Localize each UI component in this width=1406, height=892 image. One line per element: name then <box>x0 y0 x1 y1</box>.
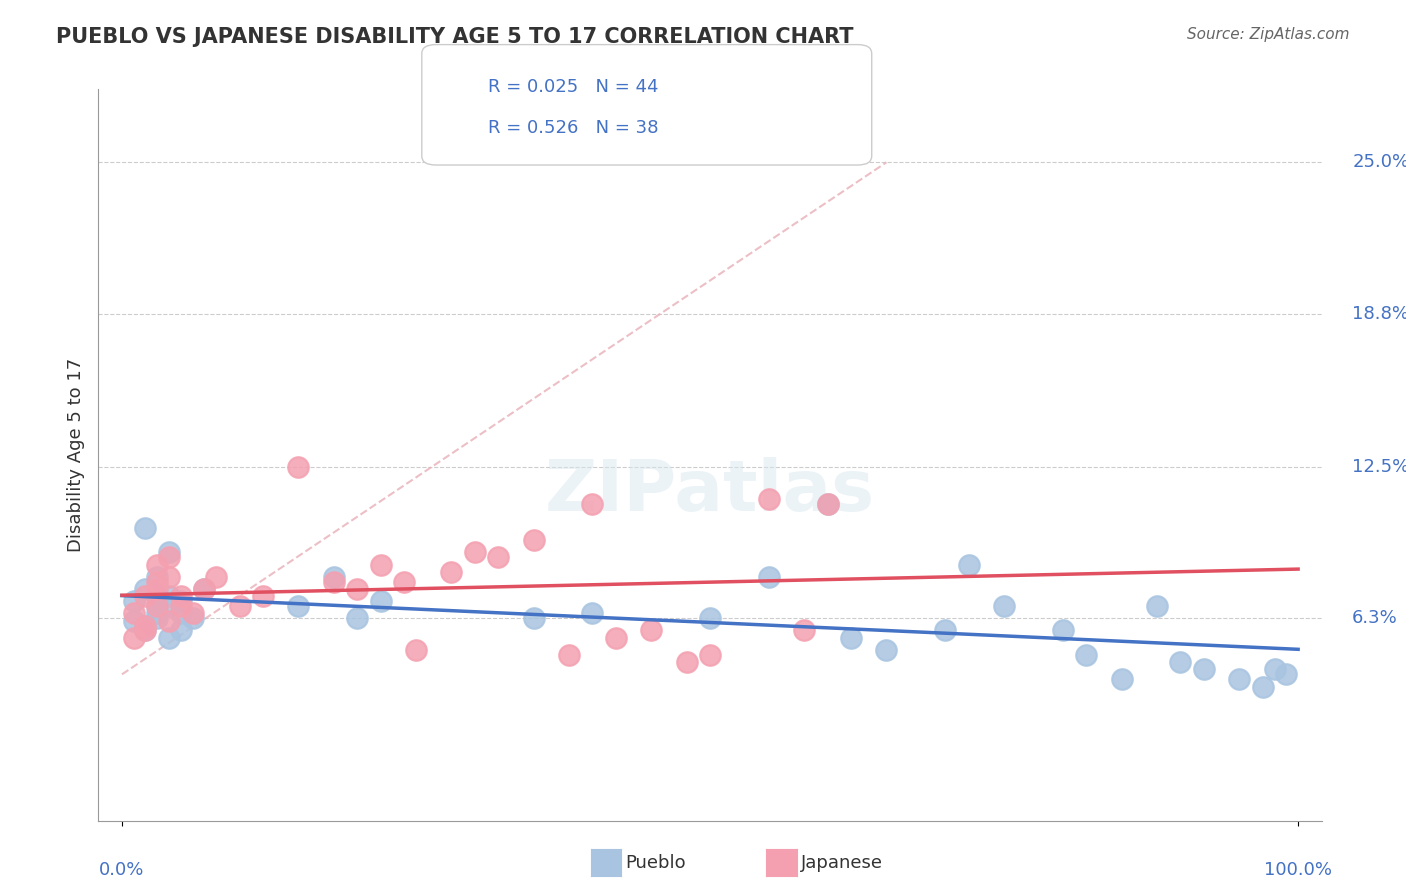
Point <box>157 614 180 628</box>
Point <box>170 590 193 604</box>
Point <box>1275 667 1298 681</box>
Point <box>146 607 169 621</box>
Point <box>558 648 581 662</box>
Point <box>146 599 169 613</box>
Point <box>170 594 193 608</box>
Point <box>1076 648 1098 662</box>
Text: Pueblo: Pueblo <box>626 854 686 871</box>
Point <box>675 655 697 669</box>
Point <box>699 611 721 625</box>
Point <box>839 631 862 645</box>
Point <box>205 570 228 584</box>
Point <box>322 574 344 589</box>
Point <box>346 582 368 596</box>
Point <box>640 624 662 638</box>
Point <box>370 594 392 608</box>
Point <box>875 643 897 657</box>
Point <box>193 582 215 596</box>
Point <box>993 599 1015 613</box>
Point <box>1264 663 1286 677</box>
Point <box>170 624 193 638</box>
Text: 12.5%: 12.5% <box>1353 458 1406 476</box>
Point <box>157 631 180 645</box>
Text: Japanese: Japanese <box>801 854 883 871</box>
Point <box>1227 672 1250 686</box>
Point <box>758 570 780 584</box>
Point <box>346 611 368 625</box>
Point <box>228 599 250 613</box>
Point <box>440 565 463 579</box>
Point <box>122 607 145 621</box>
Point <box>170 599 193 613</box>
Point <box>758 491 780 506</box>
Point <box>146 558 169 572</box>
Text: Source: ZipAtlas.com: Source: ZipAtlas.com <box>1187 27 1350 42</box>
Text: 100.0%: 100.0% <box>1264 861 1331 879</box>
Point <box>523 533 546 548</box>
Point <box>605 631 627 645</box>
Point <box>793 624 815 638</box>
Point <box>1052 624 1074 638</box>
Point <box>122 594 145 608</box>
Point <box>957 558 980 572</box>
Point <box>322 570 344 584</box>
Point <box>146 590 169 604</box>
Point <box>1146 599 1168 613</box>
Point <box>134 582 156 596</box>
Text: R = 0.526   N = 38: R = 0.526 N = 38 <box>488 119 658 136</box>
Point <box>1111 672 1133 686</box>
Text: R = 0.025   N = 44: R = 0.025 N = 44 <box>488 78 658 96</box>
Point <box>157 550 180 565</box>
Point <box>134 618 156 632</box>
Point <box>405 643 427 657</box>
Point <box>122 631 145 645</box>
Point <box>464 545 486 559</box>
Point <box>287 460 309 475</box>
Point <box>817 497 839 511</box>
Point <box>181 611 204 625</box>
Point <box>1251 680 1274 694</box>
Point <box>193 582 215 596</box>
Point <box>486 550 509 565</box>
Point <box>699 648 721 662</box>
Point <box>370 558 392 572</box>
Point <box>157 545 180 559</box>
Y-axis label: Disability Age 5 to 17: Disability Age 5 to 17 <box>66 358 84 552</box>
Point <box>581 607 603 621</box>
Text: PUEBLO VS JAPANESE DISABILITY AGE 5 TO 17 CORRELATION CHART: PUEBLO VS JAPANESE DISABILITY AGE 5 TO 1… <box>56 27 853 46</box>
Point <box>122 614 145 628</box>
Point <box>581 497 603 511</box>
Text: ZIPatlas: ZIPatlas <box>546 457 875 526</box>
Point <box>146 599 169 613</box>
Point <box>146 611 169 625</box>
Point <box>392 574 415 589</box>
Point <box>252 590 274 604</box>
Point <box>134 521 156 535</box>
Point <box>170 607 193 621</box>
Point <box>134 618 156 632</box>
Point <box>181 607 204 621</box>
Point <box>134 590 156 604</box>
Text: 18.8%: 18.8% <box>1353 304 1406 323</box>
Point <box>523 611 546 625</box>
Point <box>1170 655 1192 669</box>
Point <box>146 574 169 589</box>
Point <box>1192 663 1215 677</box>
Point <box>157 599 180 613</box>
Point <box>146 570 169 584</box>
Text: 25.0%: 25.0% <box>1353 153 1406 171</box>
Point <box>134 624 156 638</box>
Text: 0.0%: 0.0% <box>100 861 145 879</box>
Point <box>157 590 180 604</box>
Point <box>146 582 169 596</box>
Point <box>157 570 180 584</box>
Point <box>287 599 309 613</box>
Point <box>817 497 839 511</box>
Point <box>134 624 156 638</box>
Text: 6.3%: 6.3% <box>1353 609 1398 627</box>
Point <box>934 624 956 638</box>
